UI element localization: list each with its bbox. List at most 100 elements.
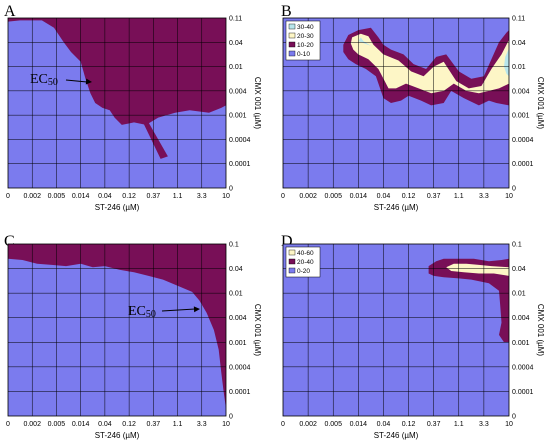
ec50-arrow-head	[85, 78, 92, 85]
ec50-arrow-head	[193, 306, 200, 313]
x-tick-label: 0.005	[48, 193, 66, 200]
plot-frame	[7, 17, 227, 189]
y-axis-label: CMX 001 (µM)	[253, 304, 262, 357]
panel-d: D0 0.002 0.005 0.014 0.04 0.12 0.37 1.1 3.3 1000.…	[281, 233, 545, 440]
contour-region	[350, 33, 509, 94]
panel-a: A0 0.002 0.005 0.014 0.04 0.12 0.37 1.1 3.3 1000.…	[4, 3, 262, 212]
x-axis-label: ST-246 (µM)	[374, 431, 419, 440]
ec50-arrow-shaft	[65, 79, 88, 83]
y-tick-label: 0.004	[229, 315, 247, 322]
ec50-text: EC	[30, 72, 48, 87]
contour-region	[343, 27, 509, 106]
legend-swatch	[288, 41, 296, 48]
ec50-annotation: EC50	[30, 72, 58, 88]
y-tick-label: 0.0001	[512, 389, 534, 396]
contour-region	[358, 37, 371, 46]
legend-swatch	[288, 50, 296, 57]
y-tick-label: 0	[229, 186, 233, 193]
y-tick-label: 0.004	[229, 88, 247, 95]
y-tick-label: 0.0004	[512, 137, 534, 144]
y-tick-label: 0	[512, 414, 516, 421]
x-tick-label: 0	[281, 421, 285, 428]
x-tick-label: 0.04	[98, 193, 112, 200]
y-tick-label: 0	[512, 186, 516, 193]
x-tick-label: 0.005	[48, 421, 66, 428]
legend-label: 30-40	[297, 24, 314, 31]
x-tick-label: 1.1	[173, 421, 183, 428]
y-tick-label: 0.01	[229, 64, 243, 71]
y-tick-label: 0.001	[512, 340, 530, 347]
legend-label: 40-60	[297, 250, 314, 257]
plot-background	[283, 18, 509, 188]
legend-label: 20-40	[297, 259, 314, 266]
x-axis-label: ST-246 (µM)	[95, 203, 140, 212]
x-tick-label: 0.04	[377, 193, 391, 200]
y-axis-label: CMX 001 (µM)	[536, 304, 545, 357]
x-axis-label: ST-246 (µM)	[95, 431, 140, 440]
legend-swatch	[288, 267, 296, 274]
x-tick-label: 0.002	[299, 421, 317, 428]
contour-region	[143, 122, 168, 159]
legend-swatch	[288, 32, 296, 39]
y-tick-label: 0.001	[512, 113, 530, 120]
plot-frame	[282, 17, 510, 189]
x-tick-label: 1.1	[173, 193, 183, 200]
x-tick-label: 0	[281, 193, 285, 200]
x-tick-label: 0	[6, 193, 10, 200]
ec50-arrow-shaft	[161, 308, 196, 312]
x-tick-label: 0.005	[324, 421, 342, 428]
x-tick-label: 10	[505, 193, 513, 200]
x-tick-label: 0.37	[427, 193, 441, 200]
legend-swatch	[288, 258, 296, 265]
y-tick-label: 0.001	[229, 340, 247, 347]
plot-frame	[282, 243, 510, 417]
y-tick-label: 0.004	[512, 88, 530, 95]
x-tick-label: 0.014	[350, 421, 368, 428]
ec50-subscript: 50	[48, 77, 58, 88]
contour-region	[446, 263, 509, 276]
y-tick-label: 0.01	[512, 291, 526, 298]
legend-swatch	[288, 23, 296, 30]
y-axis-label: CMX 001 (µM)	[253, 77, 262, 130]
x-tick-label: 10	[505, 421, 513, 428]
x-tick-label: 3.3	[479, 193, 489, 200]
y-tick-label: 0.004	[512, 315, 530, 322]
panel-letter: D	[281, 233, 293, 250]
contour-region	[504, 48, 509, 77]
x-tick-label: 0.37	[427, 421, 441, 428]
y-tick-label: 0.11	[229, 16, 242, 23]
x-tick-label: 0.002	[299, 193, 317, 200]
y-tick-label: 0.0004	[229, 137, 251, 144]
y-tick-label: 0.1	[229, 242, 239, 249]
x-tick-label: 0.12	[122, 421, 136, 428]
y-tick-label: 0.0001	[229, 389, 251, 396]
x-tick-label: 3.3	[479, 421, 489, 428]
legend-swatch	[288, 249, 296, 256]
x-tick-label: 0.37	[147, 421, 161, 428]
legend-label: 10-20	[297, 42, 314, 49]
ec50-annotation: EC50	[128, 304, 156, 320]
y-tick-label: 0.01	[512, 64, 526, 71]
x-tick-label: 0.014	[72, 193, 90, 200]
plot-frame	[7, 243, 227, 417]
x-tick-label: 0.12	[122, 193, 136, 200]
x-tick-label: 3.3	[197, 193, 207, 200]
panel-letter: A	[4, 3, 16, 20]
x-tick-label: 0.014	[350, 193, 368, 200]
legend: 40-60 20-40 0-20	[285, 246, 321, 278]
contour-region	[8, 18, 226, 125]
x-tick-label: 3.3	[197, 421, 207, 428]
y-tick-label: 0.04	[229, 266, 243, 273]
legend-label: 20-30	[297, 33, 314, 40]
x-tick-label: 0.12	[402, 193, 416, 200]
x-tick-label: 0	[6, 421, 10, 428]
y-tick-label: 0.001	[229, 113, 247, 120]
y-tick-label: 0.04	[229, 40, 243, 47]
legend: 30-40 20-30 10-20 0-10	[285, 20, 321, 61]
y-tick-label: 0.0004	[229, 364, 251, 371]
y-tick-label: 0.1	[512, 242, 522, 249]
ec50-text: EC	[128, 304, 146, 319]
x-tick-label: 0.002	[23, 193, 41, 200]
y-tick-label: 0.04	[512, 40, 526, 47]
panel-b: B0 0.002 0.005 0.014 0.04 0.12 0.37 1.1 3.3 1000.…	[281, 3, 545, 212]
